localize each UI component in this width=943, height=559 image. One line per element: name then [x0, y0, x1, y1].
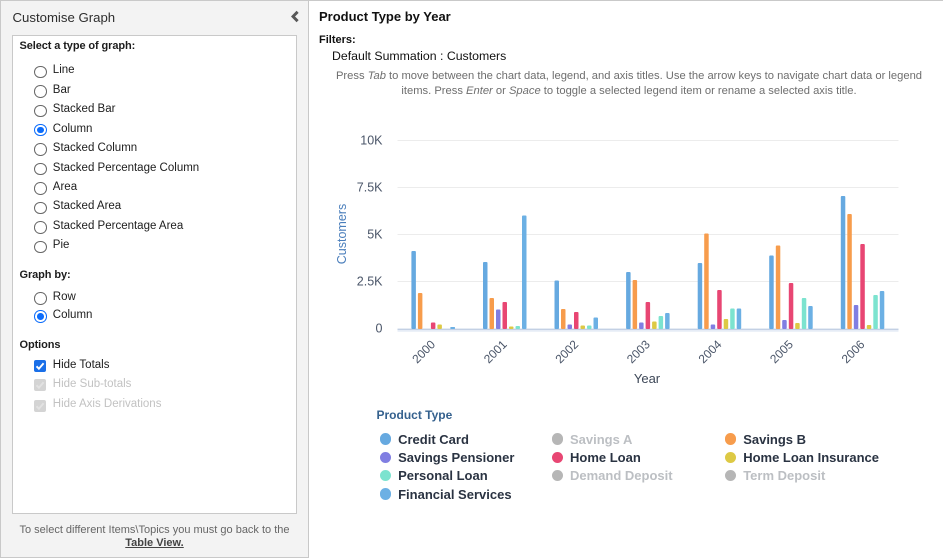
- svg-text:2003: 2003: [624, 337, 653, 366]
- svg-text:0: 0: [376, 322, 383, 336]
- svg-text:2.5K: 2.5K: [357, 275, 383, 289]
- svg-text:Customers: Customers: [335, 204, 349, 264]
- svg-text:2005: 2005: [767, 337, 796, 366]
- svg-text:2006: 2006: [839, 337, 868, 366]
- svg-text:7.5K: 7.5K: [357, 181, 383, 195]
- svg-text:2004: 2004: [696, 337, 725, 366]
- svg-text:10K: 10K: [360, 134, 383, 148]
- svg-text:Year: Year: [634, 371, 661, 386]
- svg-text:2002: 2002: [552, 337, 581, 366]
- svg-text:5K: 5K: [367, 228, 383, 242]
- svg-text:2001: 2001: [481, 337, 510, 366]
- svg-text:2000: 2000: [409, 337, 438, 366]
